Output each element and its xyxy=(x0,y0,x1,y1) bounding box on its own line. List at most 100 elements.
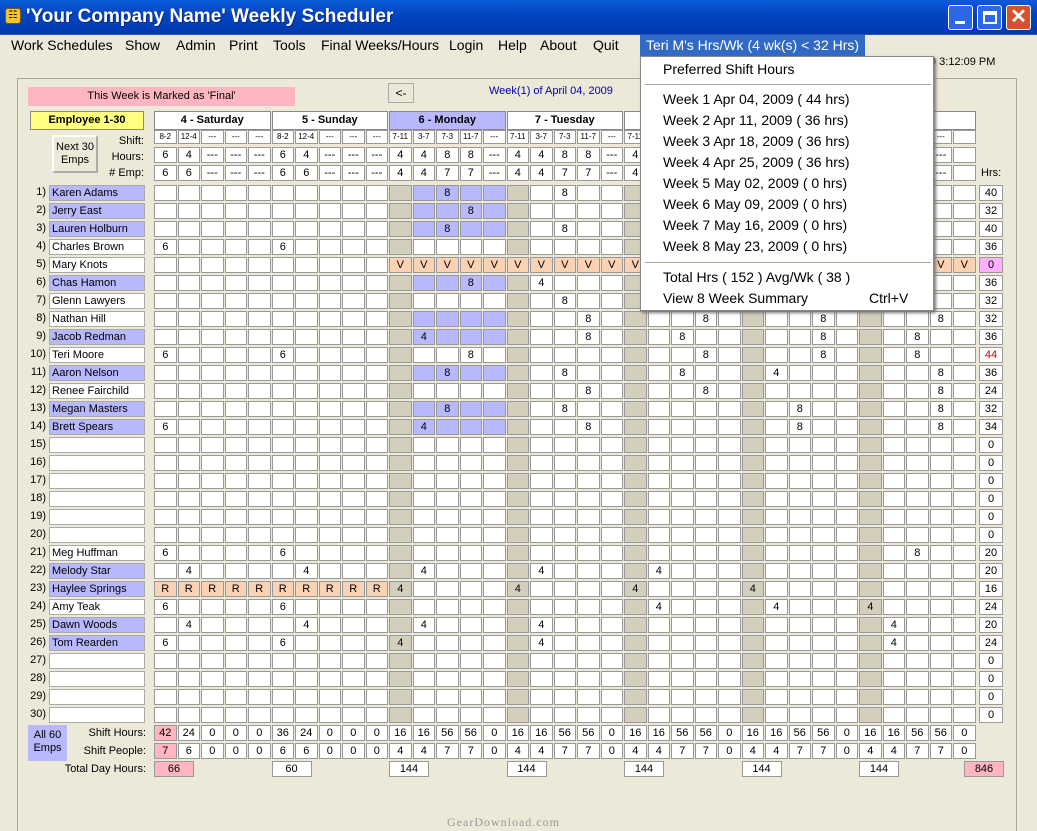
schedule-cell[interactable] xyxy=(718,401,741,417)
schedule-cell[interactable] xyxy=(624,563,647,579)
schedule-cell[interactable] xyxy=(671,689,694,705)
schedule-cell[interactable]: 6 xyxy=(154,545,177,561)
schedule-cell[interactable] xyxy=(177,527,200,543)
schedule-cell[interactable] xyxy=(154,509,177,525)
schedule-cell[interactable] xyxy=(483,617,506,633)
schedule-cell[interactable] xyxy=(647,707,670,723)
schedule-cell[interactable] xyxy=(530,221,553,237)
schedule-cell[interactable] xyxy=(577,707,600,723)
schedule-cell[interactable] xyxy=(436,203,459,219)
schedule-cell[interactable] xyxy=(953,491,976,507)
schedule-cell[interactable] xyxy=(553,545,576,561)
schedule-cell[interactable] xyxy=(412,401,435,417)
schedule-cell[interactable]: 8 xyxy=(812,347,835,363)
schedule-cell[interactable] xyxy=(365,257,388,273)
schedule-cell[interactable]: 8 xyxy=(929,311,952,327)
schedule-cell[interactable] xyxy=(224,185,247,201)
schedule-cell[interactable] xyxy=(295,203,318,219)
schedule-cell[interactable] xyxy=(600,617,623,633)
schedule-cell[interactable] xyxy=(412,581,435,597)
schedule-cell[interactable]: 6 xyxy=(154,347,177,363)
schedule-cell[interactable] xyxy=(342,635,365,651)
schedule-cell[interactable] xyxy=(506,671,529,687)
schedule-cell[interactable] xyxy=(788,311,811,327)
schedule-cell[interactable] xyxy=(271,491,294,507)
schedule-cell[interactable] xyxy=(295,275,318,291)
schedule-cell[interactable] xyxy=(459,653,482,669)
schedule-cell[interactable]: R xyxy=(154,581,177,597)
schedule-cell[interactable] xyxy=(577,437,600,453)
schedule-cell[interactable] xyxy=(694,581,717,597)
schedule-cell[interactable] xyxy=(295,689,318,705)
schedule-cell[interactable] xyxy=(835,365,858,381)
schedule-cell[interactable] xyxy=(953,329,976,345)
schedule-cell[interactable] xyxy=(718,383,741,399)
schedule-cell[interactable] xyxy=(154,689,177,705)
schedule-cell[interactable] xyxy=(483,635,506,651)
employee-name[interactable]: Melody Star xyxy=(49,563,145,579)
schedule-cell[interactable] xyxy=(694,707,717,723)
schedule-cell[interactable] xyxy=(600,185,623,201)
schedule-cell[interactable] xyxy=(906,365,929,381)
schedule-cell[interactable] xyxy=(271,275,294,291)
schedule-cell[interactable] xyxy=(506,653,529,669)
schedule-cell[interactable] xyxy=(671,383,694,399)
schedule-cell[interactable] xyxy=(177,653,200,669)
schedule-cell[interactable] xyxy=(295,527,318,543)
schedule-cell[interactable] xyxy=(647,635,670,651)
schedule-cell[interactable]: 8 xyxy=(459,203,482,219)
schedule-cell[interactable] xyxy=(953,203,976,219)
schedule-cell[interactable] xyxy=(812,473,835,489)
schedule-cell[interactable] xyxy=(647,437,670,453)
schedule-cell[interactable] xyxy=(953,383,976,399)
schedule-cell[interactable] xyxy=(812,545,835,561)
minimize-button[interactable] xyxy=(948,5,973,30)
schedule-cell[interactable] xyxy=(483,563,506,579)
schedule-cell[interactable] xyxy=(577,347,600,363)
schedule-cell[interactable] xyxy=(412,293,435,309)
schedule-cell[interactable]: R xyxy=(201,581,224,597)
schedule-cell[interactable] xyxy=(530,365,553,381)
schedule-cell[interactable]: 4 xyxy=(506,581,529,597)
schedule-cell[interactable] xyxy=(295,221,318,237)
schedule-cell[interactable] xyxy=(154,455,177,471)
schedule-cell[interactable] xyxy=(906,527,929,543)
schedule-cell[interactable]: 4 xyxy=(530,635,553,651)
schedule-cell[interactable]: 6 xyxy=(271,545,294,561)
schedule-cell[interactable] xyxy=(459,329,482,345)
schedule-cell[interactable] xyxy=(671,491,694,507)
schedule-cell[interactable] xyxy=(953,617,976,633)
schedule-cell[interactable] xyxy=(600,329,623,345)
schedule-cell[interactable] xyxy=(295,545,318,561)
employee-name[interactable] xyxy=(49,455,145,471)
schedule-cell[interactable] xyxy=(929,707,952,723)
schedule-cell[interactable]: 8 xyxy=(929,383,952,399)
schedule-cell[interactable] xyxy=(647,347,670,363)
schedule-cell[interactable] xyxy=(812,653,835,669)
schedule-cell[interactable]: 4 xyxy=(295,617,318,633)
schedule-cell[interactable] xyxy=(459,635,482,651)
schedule-cell[interactable] xyxy=(318,275,341,291)
schedule-cell[interactable] xyxy=(248,455,271,471)
schedule-cell[interactable] xyxy=(600,203,623,219)
schedule-cell[interactable] xyxy=(318,383,341,399)
schedule-cell[interactable] xyxy=(154,365,177,381)
schedule-cell[interactable] xyxy=(953,239,976,255)
schedule-cell[interactable] xyxy=(647,473,670,489)
schedule-cell[interactable] xyxy=(741,563,764,579)
schedule-cell[interactable] xyxy=(906,491,929,507)
schedule-cell[interactable] xyxy=(718,671,741,687)
schedule-cell[interactable] xyxy=(953,545,976,561)
schedule-cell[interactable] xyxy=(295,347,318,363)
schedule-cell[interactable] xyxy=(835,509,858,525)
schedule-cell[interactable] xyxy=(436,347,459,363)
schedule-cell[interactable] xyxy=(436,329,459,345)
schedule-cell[interactable] xyxy=(577,221,600,237)
schedule-cell[interactable] xyxy=(553,329,576,345)
schedule-cell[interactable] xyxy=(765,509,788,525)
schedule-cell[interactable] xyxy=(530,491,553,507)
schedule-cell[interactable] xyxy=(953,509,976,525)
schedule-cell[interactable] xyxy=(929,599,952,615)
schedule-cell[interactable] xyxy=(694,509,717,525)
schedule-cell[interactable] xyxy=(812,617,835,633)
